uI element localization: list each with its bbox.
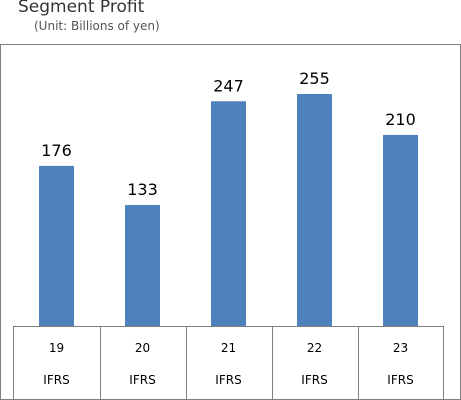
category-label-19: 19 bbox=[49, 341, 64, 355]
standard-label-23: IFRS bbox=[387, 373, 413, 387]
data-label-19: 176 bbox=[41, 141, 72, 160]
category-label-22: 22 bbox=[307, 341, 322, 355]
data-label-22: 255 bbox=[299, 69, 330, 88]
standard-label-19: IFRS bbox=[43, 373, 69, 387]
category-label-20: 20 bbox=[135, 341, 150, 355]
standard-label-22: IFRS bbox=[301, 373, 327, 387]
standard-label-20: IFRS bbox=[129, 373, 155, 387]
category-table-border bbox=[13, 326, 444, 400]
data-label-23: 210 bbox=[385, 110, 416, 129]
bars-group bbox=[39, 94, 418, 326]
chart-title: Segment Profit bbox=[18, 0, 145, 17]
data-label-21: 247 bbox=[213, 76, 244, 95]
category-label-21: 21 bbox=[221, 341, 236, 355]
standard-label-21: IFRS bbox=[215, 373, 241, 387]
bar-22 bbox=[297, 94, 332, 326]
category-label-23: 23 bbox=[393, 341, 408, 355]
chart-subtitle: (Unit: Billions of yen) bbox=[34, 19, 160, 33]
data-label-20: 133 bbox=[127, 180, 158, 199]
bar-19 bbox=[39, 165, 74, 326]
bar-21 bbox=[211, 101, 246, 326]
labels-group: 176 19 IFRS 133 20 IFRS 247 21 IFRS 255 22 IFRS 210 2… bbox=[41, 69, 416, 387]
bar-23 bbox=[383, 134, 418, 326]
bar-20 bbox=[125, 204, 160, 326]
